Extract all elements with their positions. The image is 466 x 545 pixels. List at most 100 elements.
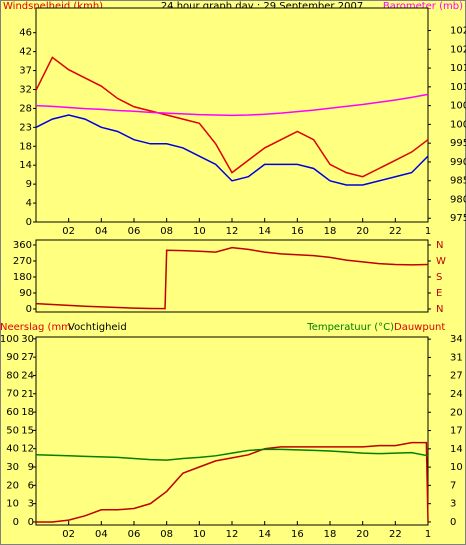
x-tick-label: 08 xyxy=(160,529,173,540)
y2-tick-label: N xyxy=(436,240,443,251)
humidity-tick-label: 40 xyxy=(6,444,19,455)
humidity-tick-label: 80 xyxy=(6,370,19,381)
plot-area xyxy=(35,336,429,526)
x-tick-label: 18 xyxy=(324,226,337,237)
x-tick-label: 12 xyxy=(226,529,239,540)
humidity-tick-label: 10 xyxy=(6,499,19,510)
series-line xyxy=(35,246,429,310)
y2-tick-label: 27 xyxy=(450,371,463,382)
x-tick-label: 1 xyxy=(425,226,431,237)
humidity-tick-label: 50 xyxy=(6,425,19,436)
y2-tick-label: 14 xyxy=(450,444,463,455)
y-tick-label: 180 xyxy=(13,272,32,283)
y-tick-label: 90 xyxy=(19,288,32,299)
y-tick-label: 0 xyxy=(26,304,32,315)
y2-tick-label: 1010 xyxy=(450,82,466,93)
y2-tick-label: 3 xyxy=(450,499,456,510)
series-line xyxy=(36,441,429,523)
x-tick-label: 1 xyxy=(425,529,431,540)
series-line xyxy=(35,56,429,178)
dewpoint-label: Dauwpunt xyxy=(394,322,445,333)
y-tick-label: 360 xyxy=(13,240,32,251)
y-tick-label: 270 xyxy=(13,256,32,267)
y-tick-label: 12 xyxy=(21,444,34,455)
y-tick-label: 21 xyxy=(21,389,34,400)
y-tick-label: 18 xyxy=(19,141,32,152)
x-tick-label: 22 xyxy=(389,529,402,540)
x-tick-label: 08 xyxy=(160,226,173,237)
x-tick-label: 04 xyxy=(95,226,108,237)
y-tick-label: 6 xyxy=(28,480,34,491)
humidity-tick-label: 20 xyxy=(6,480,19,491)
y-tick-label: 15 xyxy=(21,425,34,436)
series-line xyxy=(35,448,429,461)
y-tick-label: 9 xyxy=(28,462,34,473)
y2-tick-label: N xyxy=(436,304,443,315)
y-tick-label: 0 xyxy=(26,217,32,228)
x-tick-label: 06 xyxy=(128,529,141,540)
y-tick-label: 4 xyxy=(26,198,32,209)
y2-tick-label: 1005 xyxy=(450,101,466,112)
rain-label: Neerslag (mm xyxy=(0,322,71,333)
x-tick-label: 04 xyxy=(95,529,108,540)
wind-label: Windsnelheid (kmh) xyxy=(3,1,103,12)
y-tick-label: 37 xyxy=(19,66,32,77)
y-tick-label: 3 xyxy=(28,499,34,510)
y2-tick-label: 1015 xyxy=(450,63,466,74)
x-tick-label: 20 xyxy=(356,226,369,237)
humidity-tick-label: 30 xyxy=(6,462,19,473)
y2-tick-label: 990 xyxy=(450,157,466,168)
plot-area xyxy=(35,239,429,313)
y-tick-label: 24 xyxy=(21,370,34,381)
x-tick-label: 20 xyxy=(356,529,369,540)
series-line xyxy=(35,114,429,186)
x-tick-label: 10 xyxy=(193,529,206,540)
x-tick-label: 14 xyxy=(258,529,271,540)
y2-tick-label: S xyxy=(436,272,442,283)
x-tick-label: 02 xyxy=(62,529,75,540)
y-tick-label: 0 xyxy=(28,517,34,528)
y2-tick-label: 1025 xyxy=(450,26,466,37)
y-tick-label: 28 xyxy=(19,103,32,114)
y2-tick-label: 17 xyxy=(450,426,463,437)
y-tick-label: 14 xyxy=(19,160,32,171)
y-tick-label: 9 xyxy=(26,179,32,190)
y-tick-label: 23 xyxy=(19,122,32,133)
x-tick-label: 14 xyxy=(258,226,271,237)
x-tick-label: 06 xyxy=(128,226,141,237)
chart-title: 24 hour graph day : 29 September 2007 xyxy=(161,1,363,12)
humidity-tick-label: 0 xyxy=(13,517,19,528)
y2-tick-label: 995 xyxy=(450,138,466,149)
y-tick-label: 18 xyxy=(21,407,34,418)
y2-tick-label: 10 xyxy=(450,462,463,473)
y-tick-label: 32 xyxy=(19,84,32,95)
x-tick-label: 12 xyxy=(226,226,239,237)
humidity-tick-label: 90 xyxy=(6,352,19,363)
x-tick-label: 18 xyxy=(324,529,337,540)
y2-tick-label: 7 xyxy=(450,480,456,491)
y2-tick-label: 20 xyxy=(450,407,463,418)
humidity-tick-label: 100 xyxy=(0,334,19,345)
series-line xyxy=(35,93,429,117)
y2-tick-label: W xyxy=(436,256,446,267)
y2-tick-label: 985 xyxy=(450,176,466,187)
y2-tick-label: 31 xyxy=(450,352,463,363)
x-tick-label: 02 xyxy=(62,226,75,237)
x-tick-label: 16 xyxy=(291,529,304,540)
y2-tick-label: 34 xyxy=(450,334,463,345)
x-tick-label: 10 xyxy=(193,226,206,237)
x-tick-label: 16 xyxy=(291,226,304,237)
y2-tick-label: E xyxy=(436,288,442,299)
y-tick-label: 27 xyxy=(21,352,34,363)
y-tick-label: 46 xyxy=(19,28,32,39)
temperature-label: Temperatuur (°C) xyxy=(306,322,394,333)
y2-tick-label: 980 xyxy=(450,194,466,205)
x-tick-label: 22 xyxy=(389,226,402,237)
humidity-tick-label: 70 xyxy=(6,389,19,400)
y2-tick-label: 0 xyxy=(450,517,456,528)
y-tick-label: 42 xyxy=(19,47,32,58)
